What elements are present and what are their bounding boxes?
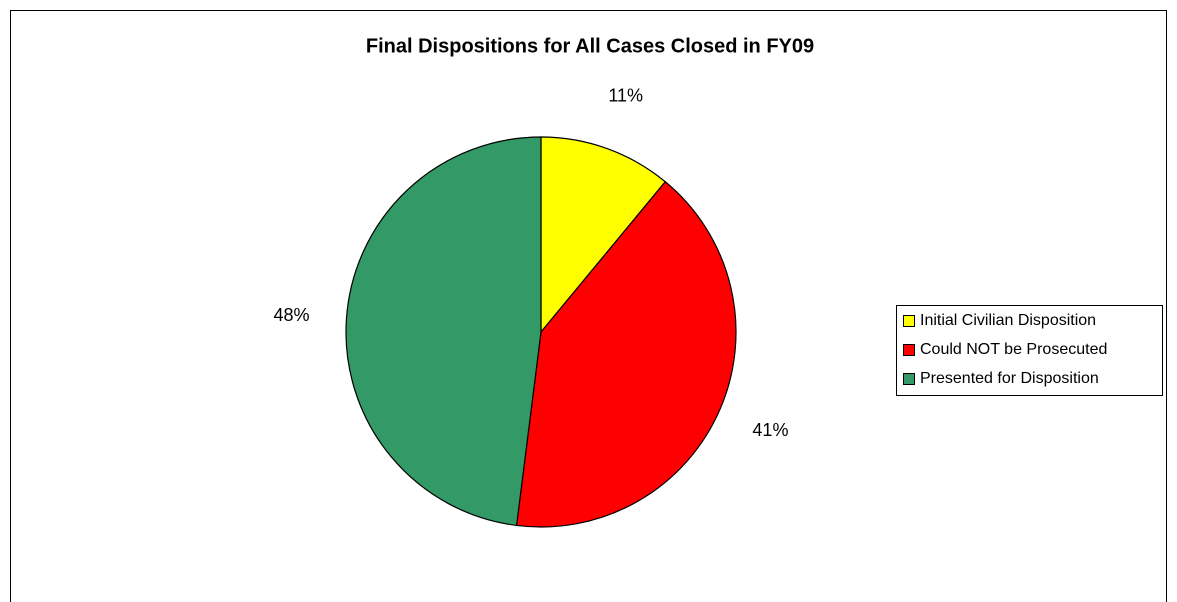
legend-label: Presented for Disposition: [920, 370, 1099, 387]
pie-slice: [515, 180, 737, 528]
data-label: 48%: [273, 305, 309, 325]
legend-label: Could NOT be Prosecuted: [920, 341, 1107, 358]
data-label: 41%: [752, 420, 788, 440]
data-label: 11%: [608, 86, 643, 106]
legend-swatch: [903, 373, 915, 385]
legend-label: Initial Civilian Disposition: [920, 312, 1096, 329]
pie-slice: [540, 136, 667, 334]
legend-box: [896, 305, 1163, 396]
chart-title: Final Dispositions for All Cases Closed …: [366, 35, 814, 57]
legend-swatch: [903, 315, 915, 327]
pie-slice: [345, 136, 542, 527]
legend-swatch: [903, 344, 915, 356]
